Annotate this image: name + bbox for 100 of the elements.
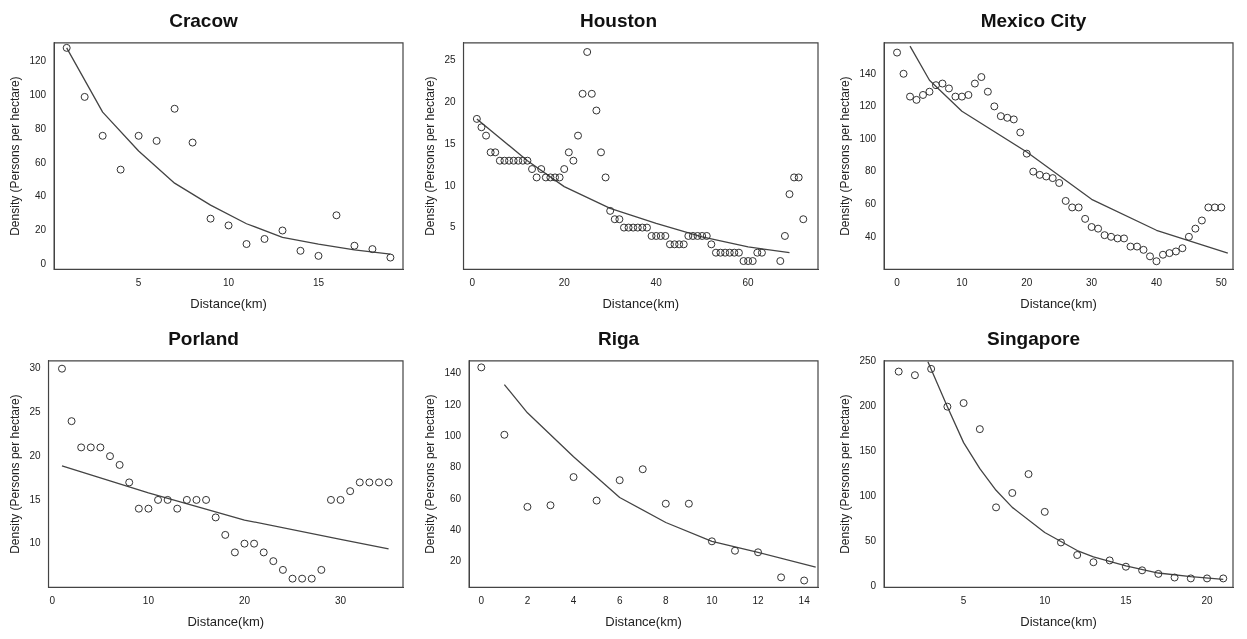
y-axis-title: Density (Persons per hectare) [837,394,852,554]
point [182,495,191,504]
point [964,90,973,99]
chart-title: Mexico City [980,9,1087,31]
point [1056,538,1065,547]
point [1204,203,1213,212]
point [800,576,809,585]
y-tick-label: 0 [870,580,877,592]
y-tick-label: 80 [34,122,47,134]
point [368,245,377,254]
x-tick-label: 30 [1086,277,1098,289]
point [206,214,215,223]
point [134,131,143,140]
x-tick-label: 14 [798,595,811,607]
y-tick-label: 150 [859,445,877,457]
y-tick-label: 30 [29,362,41,374]
point [355,478,364,487]
point [134,504,143,513]
point [296,246,305,255]
point [990,102,999,111]
x-tick-label: 0 [469,277,476,289]
x-tick-label: 40 [1150,277,1163,289]
point [1154,569,1163,578]
point [730,546,739,555]
point [152,136,161,145]
x-tick-label: 20 [238,595,251,607]
x-tick-label: 12 [752,595,765,607]
point [1055,179,1064,187]
point [242,240,251,249]
point [154,495,163,504]
point [260,234,269,243]
point [1120,234,1129,243]
y-tick-label: 60 [864,197,877,209]
point [336,495,345,504]
x-tick-label: 60 [742,277,755,289]
point [240,539,249,548]
y-tick-label: 120 [859,100,877,112]
point [1003,113,1012,122]
x-tick-label: 10 [956,277,968,289]
point [894,367,903,376]
point [1126,242,1135,251]
y-tick-label: 100 [29,88,47,100]
y-tick-label: 40 [34,190,47,202]
point [80,92,89,101]
point [1024,470,1033,479]
point [188,138,197,147]
point [569,473,578,482]
point [1009,115,1018,124]
point [931,81,940,90]
point [1133,242,1142,251]
point [96,443,105,452]
x-axis-title: Distance(km) [605,613,682,629]
y-tick-label: 20 [449,555,462,567]
point [777,573,786,582]
y-tick-label: 140 [444,367,462,379]
point [259,548,268,557]
point [1158,250,1167,259]
y-tick-label: 20 [29,449,41,461]
point [927,364,936,373]
y-tick-label: 100 [444,430,462,442]
y-tick-label: 80 [864,165,877,177]
point [523,502,532,511]
x-tick-label: 6 [616,595,623,607]
point [1074,203,1083,212]
point [326,495,335,504]
point [477,363,486,372]
point [615,476,624,485]
y-tick-label: 40 [449,524,462,536]
y-tick-label: 25 [29,406,41,418]
point [332,211,341,220]
y-axis-title: Density (Persons per hectare) [837,76,852,236]
y-tick-label: 40 [864,230,877,242]
x-tick-label: 5 [135,277,142,289]
point [707,537,716,546]
point [925,87,934,96]
point [992,503,1001,512]
chart-title: Cracow [169,9,239,31]
chart-title: Houston [579,9,658,31]
x-tick-label: 10 [222,277,235,289]
point [1040,507,1049,516]
point [98,131,107,140]
point [386,253,395,262]
point [1089,558,1098,567]
point [943,402,952,411]
point [202,495,211,504]
point [1203,574,1212,583]
point [67,417,76,426]
point [1184,232,1193,241]
point [346,487,355,496]
x-tick-label: 2 [524,595,531,607]
chart-title: Riga [597,327,640,349]
point [278,226,287,235]
point [211,513,220,522]
point [959,399,968,408]
point [1035,170,1044,179]
point [1191,224,1200,233]
point [57,364,66,373]
y-tick-label: 0 [40,258,47,270]
point [224,221,233,230]
point [951,92,960,101]
